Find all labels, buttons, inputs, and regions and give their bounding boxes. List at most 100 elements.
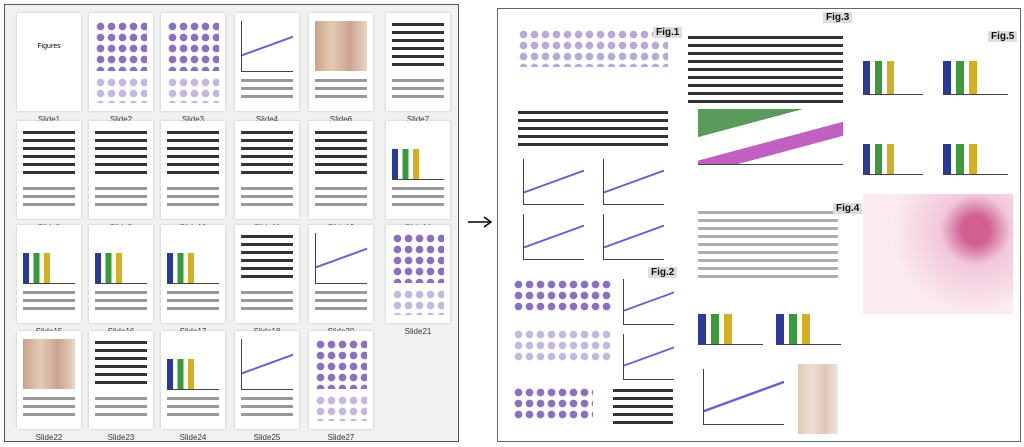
slide-content	[392, 289, 444, 315]
slide-thumbnail[interactable]	[309, 331, 373, 429]
slide-thumbnail[interactable]	[161, 13, 225, 111]
slide-label: Slide27	[327, 433, 355, 442]
slide-thumbnail[interactable]	[309, 121, 373, 219]
slide-thumbnail[interactable]	[89, 225, 153, 323]
slide-content	[95, 395, 147, 421]
slide-sorter: Figures Slide1 Slide2 Slide3 Slide4 Slide6 Sli…	[4, 4, 459, 442]
line-plot	[523, 159, 584, 205]
slide-content	[315, 233, 367, 284]
slide-content	[241, 233, 293, 283]
well-images	[513, 329, 613, 362]
slide-content	[23, 129, 75, 179]
slide-content	[392, 21, 444, 71]
slide-thumbnail[interactable]	[161, 331, 225, 429]
well-images	[513, 387, 593, 420]
slide-content	[167, 395, 219, 421]
tissue-image	[798, 364, 838, 434]
slide-content	[315, 21, 367, 71]
slide-thumbnail[interactable]	[235, 225, 299, 323]
slide-thumbnail[interactable]	[17, 225, 81, 323]
slide-content	[241, 77, 293, 103]
slide-label: Slide2	[109, 115, 133, 124]
slide-content	[95, 339, 147, 389]
composite-figure: Fig.1 Fig.2 Fig.3 Fig.4 Fig.5	[497, 8, 1021, 442]
slide-content	[241, 395, 293, 421]
slide-thumbnail[interactable]	[386, 121, 450, 219]
slide-thumbnail[interactable]: Figures	[17, 13, 81, 111]
slide-content	[95, 185, 147, 211]
figure-label: Fig.5	[988, 31, 1018, 42]
slide-content	[315, 129, 367, 179]
scratch-images	[698, 209, 838, 279]
bar-chart	[863, 39, 923, 95]
line-plot	[523, 214, 584, 260]
ihc-panel	[518, 29, 668, 67]
slide-thumbnail[interactable]	[386, 13, 450, 111]
slide-content	[95, 289, 147, 315]
slide-content	[23, 233, 75, 284]
figure-label: Fig.4	[833, 203, 863, 214]
slide-thumbnail[interactable]	[89, 331, 153, 429]
slide-content	[23, 395, 75, 421]
slide-content	[241, 339, 293, 390]
slide-label: Slide24	[179, 433, 207, 442]
bar-chart	[776, 294, 841, 345]
line-plot	[623, 334, 674, 380]
slide-label: Slide1	[37, 115, 61, 124]
slide-thumbnail[interactable]	[386, 225, 450, 323]
slide-label: Slide25	[253, 433, 281, 442]
slide-thumbnail[interactable]	[309, 225, 373, 323]
line-plot	[703, 369, 784, 425]
arrow	[468, 216, 493, 228]
figure-label: Fig.2	[648, 267, 678, 278]
slide-content	[241, 21, 293, 72]
slide-thumbnail[interactable]	[235, 121, 299, 219]
slide-content	[167, 233, 219, 284]
slide-content	[95, 21, 147, 71]
slide-text: Figures	[37, 43, 61, 50]
western-blot	[688, 34, 843, 104]
slide-content	[315, 339, 367, 389]
slide-thumbnail[interactable]	[161, 225, 225, 323]
western-blot	[613, 387, 673, 427]
bar-chart	[943, 39, 1008, 95]
slide-content	[95, 77, 147, 103]
figure-label: Fig.1	[653, 27, 683, 38]
figure-label: Fig.3	[823, 12, 853, 23]
slide-thumbnail[interactable]	[89, 13, 153, 111]
slide-label: Slide3	[181, 115, 205, 124]
slide-content	[167, 77, 219, 103]
bar-chart	[943, 124, 1008, 175]
slide-thumbnail[interactable]	[89, 121, 153, 219]
slide-label: Slide21	[404, 327, 432, 336]
slide-thumbnail[interactable]	[17, 121, 81, 219]
slide-content	[23, 185, 75, 211]
slide-content	[167, 339, 219, 390]
slide-thumbnail[interactable]	[235, 13, 299, 111]
slide-content	[167, 289, 219, 315]
western-blot	[518, 109, 668, 149]
slide-content	[167, 21, 219, 71]
slide-content	[23, 289, 75, 315]
slide-content	[95, 129, 147, 179]
slide-thumbnail[interactable]	[161, 121, 225, 219]
bar-chart	[863, 124, 923, 175]
slide-thumbnail[interactable]	[309, 13, 373, 111]
slide-label: Slide6	[329, 115, 353, 124]
slide-label: Slide23	[107, 433, 135, 442]
bar-chart	[698, 109, 843, 165]
slide-thumbnail[interactable]	[17, 331, 81, 429]
slide-content	[241, 289, 293, 315]
slide-content	[392, 129, 444, 180]
slide-thumbnail[interactable]	[235, 331, 299, 429]
line-plot	[603, 159, 664, 205]
slide-content	[392, 233, 444, 283]
slide-content	[167, 129, 219, 179]
slide-content	[392, 77, 444, 103]
slide-content	[315, 395, 367, 421]
slide-content	[167, 185, 219, 211]
slide-label: Slide22	[35, 433, 63, 442]
line-plot	[623, 279, 674, 325]
slide-content	[241, 185, 293, 211]
